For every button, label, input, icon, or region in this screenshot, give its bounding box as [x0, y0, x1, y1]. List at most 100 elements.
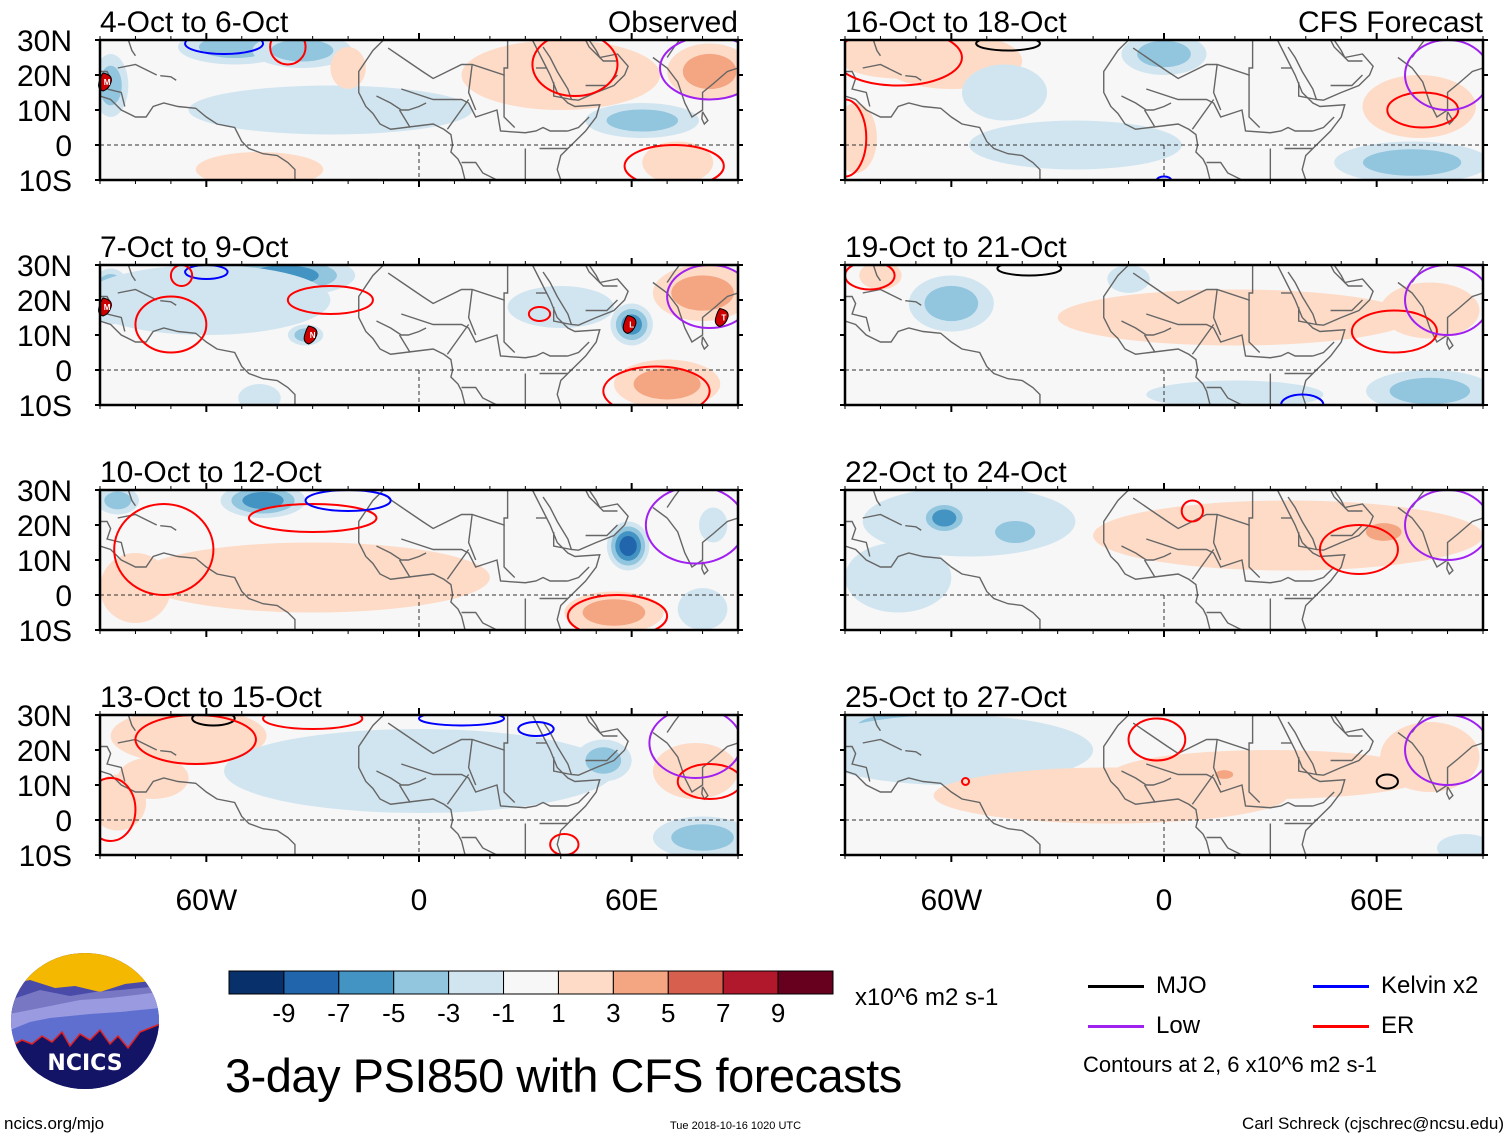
contours: [960, 715, 1483, 790]
y-tick-label: 10N: [17, 545, 72, 578]
coastline: [531, 490, 601, 630]
coastline: [1206, 611, 1243, 630]
anomaly-blob: [677, 588, 728, 630]
x-tick-label: 60W: [920, 884, 982, 917]
coastline: [1312, 116, 1335, 132]
anomaly-blob: [1362, 149, 1462, 176]
coastline: [1319, 40, 1363, 62]
panel-title: 22-Oct to 24-Oct: [845, 456, 1067, 489]
coastline: [585, 524, 618, 537]
colorbar-swatch: [283, 970, 340, 995]
coastline: [1191, 774, 1215, 805]
panel-title: 7-Oct to 9-Oct: [100, 231, 289, 264]
anomaly-blob: [699, 507, 728, 543]
y-tick-label: 20N: [17, 510, 72, 543]
coastline: [446, 324, 470, 355]
coastline: [376, 770, 427, 786]
coastline: [845, 770, 1041, 855]
coastline: [376, 95, 427, 111]
contour-kelvin-x2: [418, 715, 506, 727]
coastline: [127, 490, 137, 507]
contour-er: [845, 265, 896, 291]
panel-title: 10-Oct to 12-Oct: [100, 456, 322, 489]
coastline: [574, 715, 618, 737]
coastline: [1248, 525, 1261, 578]
y-tick-label: 0: [55, 580, 72, 613]
coastline: [905, 525, 922, 531]
coastline: [1330, 524, 1363, 537]
storm-marker-l: L: [622, 314, 637, 335]
coastline: [1121, 320, 1172, 336]
coastline: [567, 566, 590, 582]
coastlines: [100, 40, 738, 180]
coastline: [845, 520, 871, 557]
contour-er: [269, 40, 307, 66]
anomaly-field: [845, 715, 1483, 855]
y-tick-label: 30N: [17, 700, 72, 733]
map-panel-fc-2: 19-Oct to 21-Oct: [840, 231, 1488, 412]
contour-er: [134, 715, 257, 765]
coastline: [1330, 749, 1363, 762]
coastline: [401, 88, 568, 134]
anomaly-blob: [1110, 750, 1430, 799]
coastline: [100, 770, 296, 855]
coastline: [1297, 82, 1317, 101]
legend-label-mjo: MJO: [1156, 972, 1207, 999]
colorbar-label: -3: [437, 998, 460, 1028]
website-link[interactable]: ncics.org/mjo: [4, 1114, 105, 1133]
contour-low: [1404, 40, 1483, 111]
coastline: [1397, 731, 1483, 794]
coastline: [387, 715, 509, 755]
colorbar-label: 9: [771, 998, 785, 1028]
coastline: [1287, 40, 1374, 101]
contour-er: [960, 777, 971, 786]
coastline: [1276, 490, 1346, 630]
anomaly-blob: [100, 265, 331, 335]
y-tick-label: 20N: [17, 60, 72, 93]
anomaly-blob: [104, 491, 132, 510]
coastline: [905, 75, 922, 81]
contour-er: [676, 763, 738, 800]
coastline: [1248, 75, 1261, 128]
coastline: [1206, 836, 1243, 855]
coastline: [398, 334, 411, 353]
coastline: [872, 490, 882, 507]
y-tick-label: 10S: [19, 165, 72, 198]
panel-title: 13-Oct to 15-Oct: [100, 681, 322, 714]
contours: [1180, 490, 1483, 575]
y-tick-label: 20N: [17, 735, 72, 768]
anomaly-blob: [330, 47, 366, 89]
panel-title: 19-Oct to 21-Oct: [845, 231, 1067, 264]
coastlines: [845, 715, 1483, 855]
legend-label-kelvin: Kelvin x2: [1381, 972, 1479, 999]
anomaly-blob: [619, 536, 637, 556]
contour-mjo: [1375, 773, 1399, 790]
anomaly-blob: [642, 141, 714, 180]
colorbar-swatch: [612, 970, 669, 995]
coastline: [1446, 786, 1454, 801]
coastline: [872, 40, 882, 57]
coastline: [1121, 95, 1172, 111]
contour-er: [1386, 91, 1460, 129]
y-tick-label: 0: [55, 130, 72, 163]
contour-er: [169, 265, 194, 287]
coastline: [376, 320, 427, 336]
contour-mjo: [191, 715, 236, 727]
contour-er: [527, 306, 552, 322]
storm-label: N: [310, 331, 316, 340]
anomaly-blob: [1362, 75, 1476, 138]
coastline: [1143, 559, 1156, 578]
contour-low: [659, 40, 738, 101]
contour-er: [531, 40, 619, 97]
anomaly-blob: [110, 715, 267, 764]
anomaly-blob: [355, 732, 412, 768]
coastline: [398, 559, 411, 578]
coastline: [160, 525, 177, 531]
colorbar-swatch: [393, 970, 450, 995]
contour-kelvin-x2: [184, 40, 265, 55]
coastline: [542, 265, 629, 326]
coastline: [461, 611, 498, 630]
coastline: [1212, 64, 1222, 111]
